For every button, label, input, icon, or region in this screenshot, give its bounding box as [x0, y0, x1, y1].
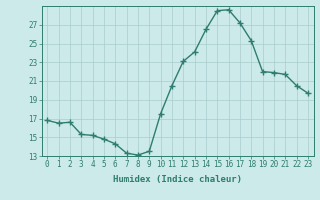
X-axis label: Humidex (Indice chaleur): Humidex (Indice chaleur) [113, 175, 242, 184]
